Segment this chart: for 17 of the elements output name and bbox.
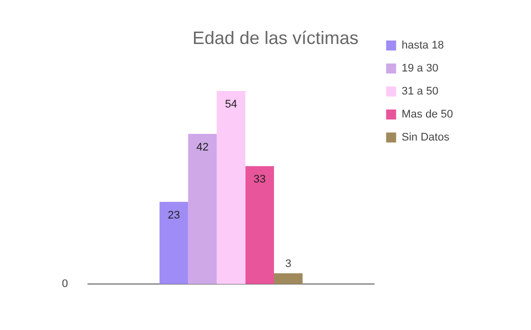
data-label: 3 <box>285 258 292 270</box>
bar <box>216 91 246 284</box>
bar <box>274 273 303 284</box>
bar <box>245 166 274 284</box>
data-label: 23 <box>168 209 180 222</box>
legend-label: Mas de 50 <box>402 108 454 121</box>
chart-title: Edad de las víctimas <box>192 28 359 48</box>
legend-label: 19 a 30 <box>402 62 438 75</box>
data-label: 54 <box>224 98 238 111</box>
legend-label: hasta 18 <box>402 40 444 52</box>
legend-label: Sin Datos <box>402 132 450 144</box>
data-label: 33 <box>254 174 266 186</box>
bar <box>188 134 217 284</box>
bar <box>160 202 188 284</box>
text: 0 <box>62 278 68 290</box>
legend-label: 31 a 50 <box>402 86 438 98</box>
data-label: 42 <box>196 141 209 154</box>
